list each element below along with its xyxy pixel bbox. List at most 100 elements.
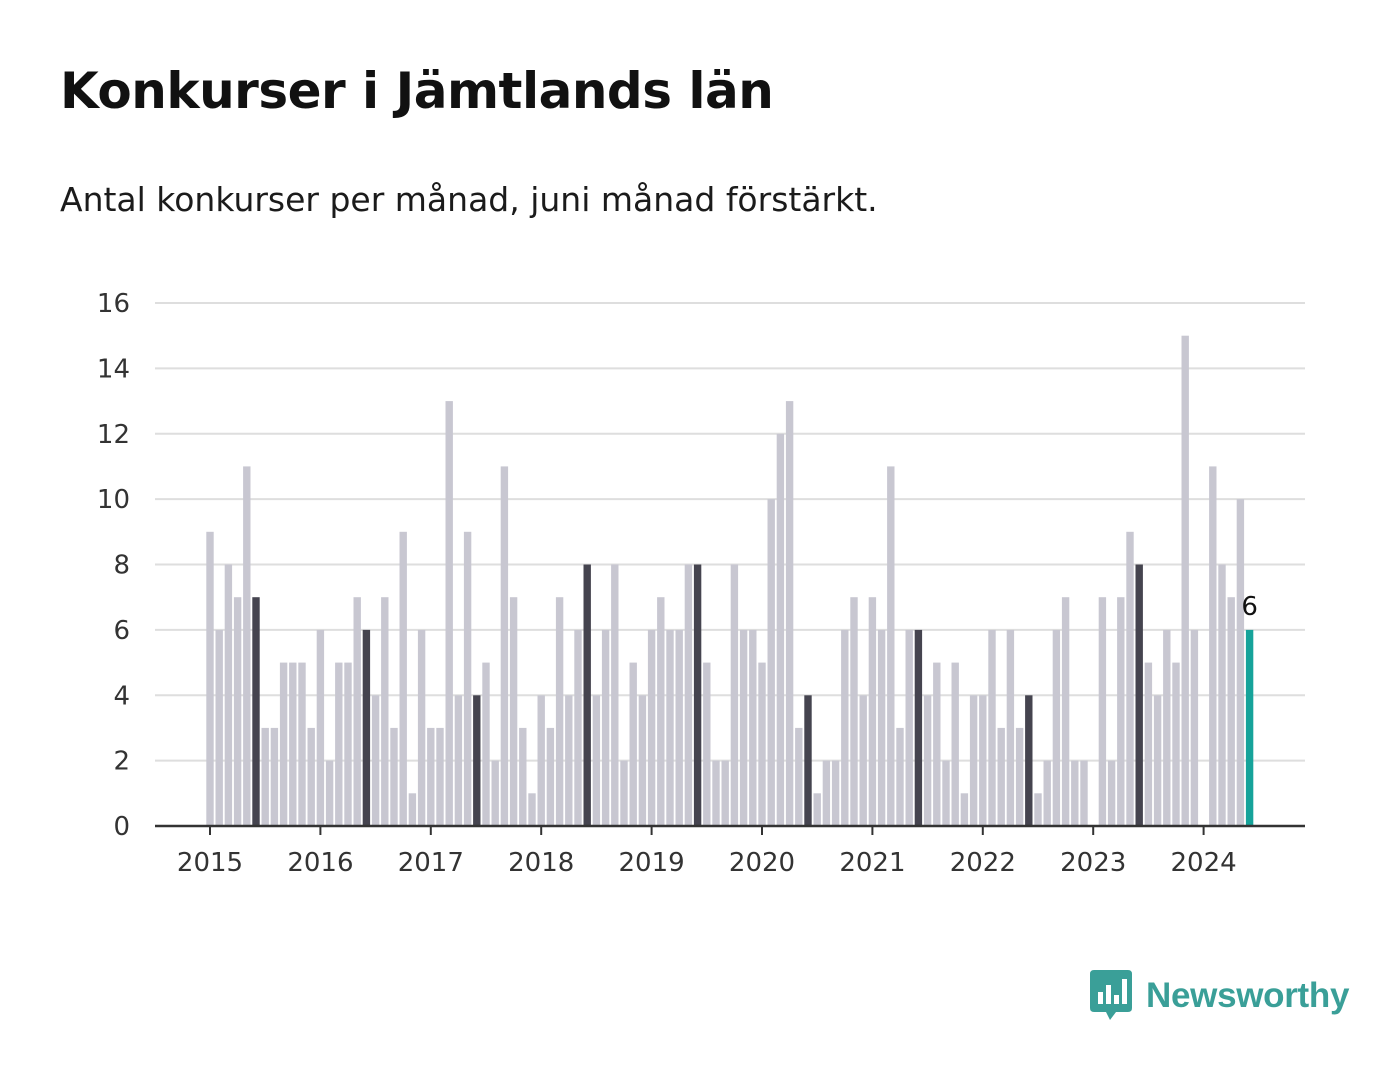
bar bbox=[307, 727, 315, 826]
bar bbox=[629, 662, 637, 826]
bar bbox=[951, 662, 959, 826]
bar bbox=[454, 695, 463, 827]
bar bbox=[1227, 597, 1235, 826]
bar bbox=[877, 629, 886, 826]
bar bbox=[371, 695, 380, 827]
bar bbox=[776, 433, 785, 827]
bar bbox=[813, 793, 821, 826]
bar bbox=[960, 793, 969, 826]
bar bbox=[1245, 629, 1254, 826]
bar bbox=[206, 531, 214, 826]
labels: 0 2 4 6 8 10 12 14 16 2015 2016 2017 2018 2019 2020 202… bbox=[97, 289, 1258, 878]
bar bbox=[1061, 597, 1070, 826]
x-tick-label: 2016 bbox=[287, 848, 353, 878]
bar bbox=[804, 695, 812, 827]
bar bbox=[1163, 629, 1171, 826]
y-tick-label: 4 bbox=[113, 681, 130, 711]
bar bbox=[1172, 662, 1180, 826]
grid-lines bbox=[155, 302, 1305, 762]
bar bbox=[261, 727, 269, 826]
bar bbox=[1015, 727, 1024, 826]
bar bbox=[969, 695, 978, 827]
bar bbox=[335, 662, 343, 826]
bar bbox=[417, 629, 426, 826]
bar bbox=[1209, 466, 1217, 826]
bar bbox=[896, 727, 904, 826]
bar bbox=[1034, 793, 1042, 826]
bar bbox=[868, 597, 877, 826]
bar bbox=[1153, 695, 1162, 827]
bar bbox=[427, 727, 435, 826]
y-tick-label: 2 bbox=[113, 747, 130, 777]
bar bbox=[1181, 335, 1189, 826]
y-tick-label: 10 bbox=[97, 485, 130, 515]
bar bbox=[620, 760, 628, 826]
bar bbox=[537, 695, 545, 827]
bar bbox=[1126, 531, 1134, 826]
bar bbox=[905, 629, 913, 826]
bar bbox=[785, 401, 794, 826]
bar bbox=[1043, 760, 1051, 826]
bar bbox=[933, 662, 941, 826]
x-tick-label: 2019 bbox=[619, 848, 685, 878]
y-tick-label: 6 bbox=[113, 616, 130, 646]
bar bbox=[666, 629, 674, 826]
x-tick-label: 2020 bbox=[729, 848, 795, 878]
bar bbox=[270, 727, 279, 826]
bar bbox=[298, 662, 306, 826]
bar bbox=[1006, 629, 1015, 826]
bar bbox=[1052, 629, 1061, 826]
bar bbox=[1218, 564, 1226, 826]
bar bbox=[887, 466, 895, 826]
bar bbox=[638, 695, 647, 827]
bar bbox=[289, 662, 297, 826]
x-tick-label: 2015 bbox=[177, 848, 243, 878]
bar bbox=[850, 597, 858, 826]
axes bbox=[155, 824, 1305, 835]
chart-title: Konkurser i Jämtlands län bbox=[60, 62, 774, 120]
bar bbox=[758, 662, 766, 826]
bar bbox=[500, 466, 509, 826]
bar bbox=[1117, 597, 1125, 826]
x-tick-label: 2017 bbox=[398, 848, 464, 878]
bar bbox=[767, 499, 775, 826]
bar bbox=[1107, 760, 1116, 826]
x-tick-label: 2022 bbox=[950, 848, 1016, 878]
bar bbox=[519, 727, 527, 826]
bar bbox=[914, 629, 923, 826]
bar bbox=[390, 727, 398, 826]
bar bbox=[1236, 499, 1245, 826]
bar bbox=[721, 760, 729, 826]
bar bbox=[942, 760, 950, 826]
bar bbox=[822, 760, 831, 826]
bar bbox=[546, 727, 555, 826]
bar bbox=[1190, 629, 1199, 826]
bar bbox=[703, 662, 711, 826]
bar bbox=[749, 629, 757, 826]
x-tick-label: 2023 bbox=[1060, 848, 1126, 878]
bar bbox=[730, 564, 739, 826]
bar bbox=[408, 793, 417, 826]
bar bbox=[979, 695, 987, 827]
y-tick-label: 0 bbox=[113, 812, 130, 842]
x-tick-label: 2018 bbox=[508, 848, 574, 878]
bar bbox=[1144, 662, 1153, 826]
bar bbox=[1080, 760, 1088, 826]
bar bbox=[684, 564, 693, 826]
bar bbox=[528, 793, 536, 826]
x-tick-label: 2024 bbox=[1171, 848, 1237, 878]
bar bbox=[611, 564, 619, 826]
bar bbox=[923, 695, 932, 827]
bar bbox=[1098, 597, 1107, 826]
bar bbox=[693, 564, 702, 826]
bar-chart: 0 2 4 6 8 10 12 14 16 2015 2016 2017 2018 2019 2020 202… bbox=[97, 289, 1305, 878]
bar bbox=[675, 629, 683, 826]
bar-chart-speech-bubble-icon bbox=[1090, 970, 1132, 1020]
y-tick-label: 16 bbox=[97, 289, 130, 319]
bar bbox=[555, 597, 564, 826]
bar bbox=[381, 597, 389, 826]
bar bbox=[243, 466, 251, 826]
logo-text: Newsworthy bbox=[1146, 976, 1350, 1015]
bar bbox=[841, 629, 849, 826]
bar bbox=[325, 760, 334, 826]
